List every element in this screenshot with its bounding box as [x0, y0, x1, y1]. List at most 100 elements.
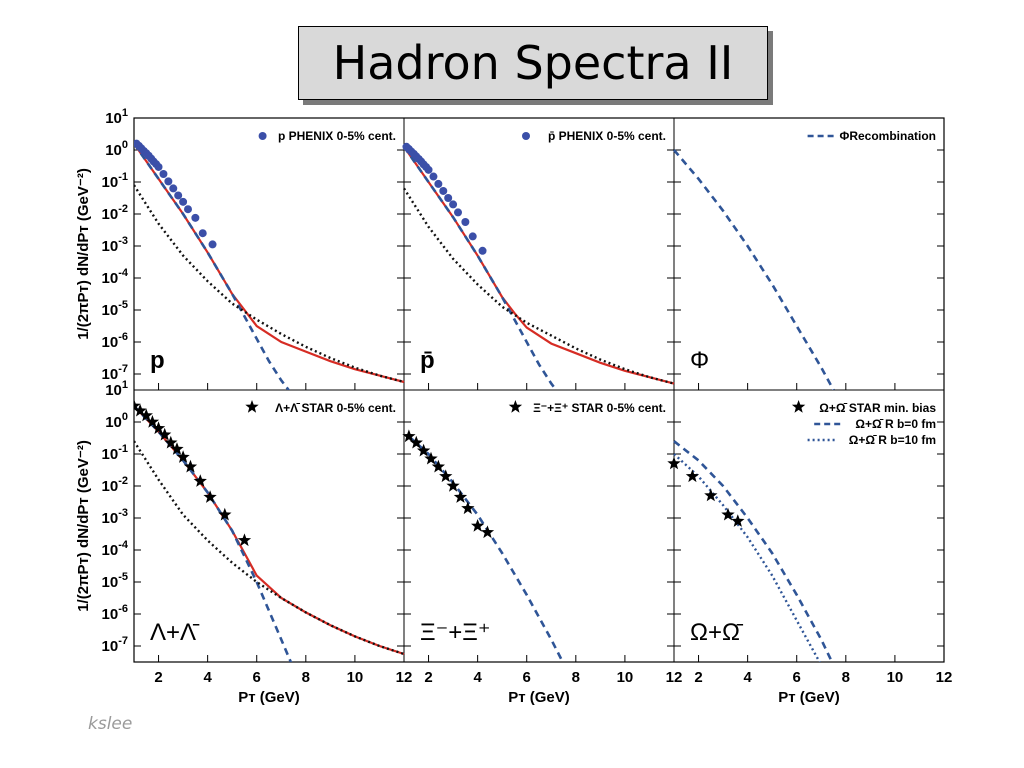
y-tick-label: 100: [105, 411, 128, 431]
data-point-star: [218, 507, 232, 521]
series-line-dashed-blue: [408, 435, 565, 662]
data-point-circle: [174, 191, 183, 200]
chart-panel-bottom-right: [667, 440, 834, 662]
y-tick-label: 10-6: [102, 603, 128, 623]
legend-marker-star: [508, 400, 523, 413]
x-tick-label: 2: [154, 669, 162, 686]
data-point-star: [176, 450, 190, 463]
y-tick-label: 10-3: [102, 235, 128, 255]
y-tick-label: 10-4: [102, 539, 129, 559]
data-point-circle: [424, 165, 433, 174]
x-tick-label: 6: [253, 669, 261, 686]
series-line-dashed-blue: [134, 142, 291, 390]
x-tick-label: 10: [347, 669, 364, 686]
data-point-star: [439, 469, 453, 483]
data-point-circle: [439, 186, 448, 195]
panel-label: Ω+Ω̄: [690, 619, 744, 646]
data-point-circle: [198, 229, 207, 238]
data-point-circle: [461, 218, 470, 226]
legend-marker-star: [245, 400, 259, 413]
x-tick-label: 8: [842, 669, 850, 686]
data-point-circle: [154, 162, 163, 171]
x-axis-title: Pᴛ (GeV): [238, 689, 300, 706]
x-tick-label: 10: [887, 669, 904, 686]
data-point-star: [431, 459, 445, 473]
x-tick-label: 10: [617, 669, 634, 686]
data-point-star: [453, 490, 468, 503]
data-point-star: [170, 442, 184, 455]
data-point-circle: [449, 200, 458, 209]
data-point-star: [193, 474, 207, 487]
series-line-dotted-blue: [673, 453, 821, 662]
series-line-solid-red: [134, 405, 405, 656]
data-point-star: [685, 469, 700, 483]
data-point-star: [480, 525, 495, 539]
y-tick-label: 10-6: [102, 331, 128, 351]
data-point-circle: [454, 208, 462, 217]
legend-entry-label: Ω+Ω̄ R b=10 fm: [849, 433, 936, 447]
y-tick-label: 10-2: [102, 203, 128, 223]
x-tick-label: 4: [473, 669, 482, 686]
legend-entry-label: ΦRecombination: [839, 129, 936, 143]
data-point-star: [183, 459, 198, 473]
panel-label: p: [150, 347, 165, 374]
x-axis-title: Pᴛ (GeV): [508, 689, 570, 706]
x-tick-label: 6: [523, 669, 531, 686]
y-tick-label: 10-2: [102, 475, 128, 495]
data-point-star: [721, 507, 735, 521]
legend-entry-label: p̄ PHENIX 0-5% cent.: [548, 129, 666, 143]
y-axis-title: 1/(2πPᴛ) dN/dPᴛ (GeV⁻²): [75, 168, 92, 340]
chart-panel-bottom-left: [134, 399, 405, 662]
y-tick-label: 100: [105, 139, 128, 159]
data-point-star: [704, 488, 718, 502]
series-line-dashed-blue: [673, 440, 834, 662]
panel-label: Ξ⁻+Ξ⁺: [420, 619, 491, 646]
data-point-star: [237, 533, 252, 547]
x-tick-label: 4: [203, 669, 212, 686]
series-line-dotted-black: [134, 440, 405, 656]
x-tick-label: 12: [666, 669, 683, 686]
x-tick-label: 12: [936, 669, 953, 686]
series-line-solid-red: [403, 146, 675, 385]
data-point-circle: [184, 205, 192, 214]
y-tick-label: 10-7: [102, 635, 128, 655]
legend-entry-label: Ξ⁻+Ξ⁺ STAR 0-5% cent.: [533, 401, 666, 415]
data-point-circle: [169, 184, 178, 193]
y-tick-label: 10-5: [102, 299, 128, 319]
x-tick-label: 4: [743, 669, 752, 686]
y-axis-title: 1/(2πPᴛ) dN/dPᴛ (GeV⁻²): [75, 440, 92, 612]
legend-entry-label: Ω+Ω̄ STAR min. bias: [819, 401, 936, 415]
y-tick-label: 10-1: [102, 443, 128, 463]
data-point-star: [731, 514, 745, 527]
data-point-star: [461, 501, 475, 515]
series-line-dashed-blue: [402, 146, 558, 390]
series-line-solid-red: [134, 142, 405, 384]
slide-title: Hadron Spectra II: [332, 36, 734, 90]
data-point-star: [203, 490, 217, 503]
data-point-circle: [468, 232, 477, 241]
data-point-star: [164, 435, 178, 449]
data-point-circle: [179, 197, 188, 206]
y-tick-label: 10-5: [102, 571, 128, 591]
x-axis-title: Pᴛ (GeV): [778, 689, 840, 706]
x-tick-label: 2: [694, 669, 702, 686]
data-point-star: [667, 456, 681, 470]
data-point-star: [145, 415, 160, 428]
legend-entry-label: Ω+Ω̄ R b=0 fm: [855, 417, 936, 431]
y-tick-label: 101: [105, 107, 128, 127]
chart-panel-bottom-center: [402, 429, 565, 662]
data-point-circle: [208, 240, 217, 249]
chart-panel-top-center: [402, 142, 675, 390]
legend-marker-circle: [522, 132, 530, 140]
data-point-circle: [159, 170, 168, 178]
data-point-circle: [429, 172, 438, 181]
legend-entry-label: p PHENIX 0-5% cent.: [278, 129, 396, 143]
x-tick-label: 2: [424, 669, 432, 686]
series-line-dashed-blue: [134, 405, 293, 662]
x-tick-label: 6: [793, 669, 801, 686]
chart-panel-top-right: [673, 149, 835, 390]
chart-panel-top-left: [134, 139, 405, 390]
data-point-circle: [164, 177, 173, 186]
panel-label: Φ: [690, 347, 709, 374]
